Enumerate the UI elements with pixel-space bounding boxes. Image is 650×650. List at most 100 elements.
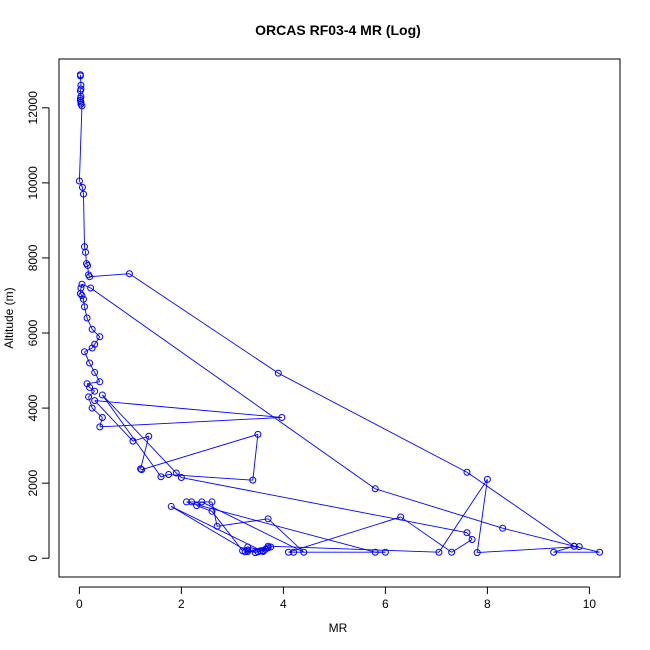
data-point bbox=[96, 333, 104, 341]
y-tick-label: 4000 bbox=[26, 394, 40, 421]
x-tick-label: 6 bbox=[382, 597, 389, 611]
y-axis: 0 2000 4000 6000 8000 10000 12000 bbox=[26, 91, 50, 562]
data-point bbox=[371, 548, 379, 556]
series-segment bbox=[86, 317, 93, 330]
y-tick-label: 12000 bbox=[26, 91, 40, 125]
series-segment bbox=[160, 474, 169, 478]
series-segment bbox=[79, 88, 82, 92]
data-point bbox=[198, 498, 206, 506]
data-point bbox=[468, 535, 476, 543]
series-segment bbox=[451, 539, 473, 553]
data-point bbox=[79, 190, 87, 198]
x-tick-label: 4 bbox=[280, 597, 287, 611]
series-segment bbox=[400, 516, 452, 553]
data-point bbox=[91, 397, 99, 405]
y-tick-label: 0 bbox=[26, 555, 40, 562]
data-point bbox=[87, 284, 95, 292]
data-point bbox=[570, 542, 578, 550]
data-point bbox=[96, 423, 104, 431]
series-segment bbox=[181, 477, 468, 534]
data-point bbox=[463, 529, 471, 537]
data-point bbox=[575, 543, 583, 551]
series-segment bbox=[99, 417, 103, 427]
data-point bbox=[77, 98, 85, 106]
series-segment bbox=[88, 396, 93, 409]
data-point bbox=[435, 548, 443, 556]
series-segment bbox=[78, 105, 83, 182]
x-tick-label: 2 bbox=[178, 597, 185, 611]
data-point bbox=[76, 72, 84, 80]
series-segment bbox=[141, 433, 259, 471]
data-point bbox=[244, 547, 252, 555]
data-point bbox=[193, 502, 201, 510]
series-segment bbox=[99, 417, 282, 428]
data-point bbox=[278, 413, 286, 421]
series-segment bbox=[217, 518, 269, 527]
data-point bbox=[81, 303, 88, 311]
data-point bbox=[84, 261, 92, 269]
series-segment bbox=[267, 518, 305, 553]
series-segment bbox=[247, 549, 256, 554]
data-point bbox=[259, 547, 267, 555]
data-point bbox=[78, 102, 86, 110]
data-point bbox=[75, 177, 83, 185]
data-point bbox=[76, 290, 84, 298]
data-point bbox=[463, 468, 471, 476]
y-axis-label: Altitude (m) bbox=[2, 287, 16, 348]
data-point bbox=[88, 404, 96, 412]
data-point bbox=[88, 325, 96, 333]
series-segment bbox=[288, 516, 401, 553]
data-point bbox=[499, 524, 507, 532]
data-point bbox=[86, 383, 94, 391]
data-point bbox=[96, 378, 104, 386]
series-segment bbox=[268, 545, 439, 553]
data-point bbox=[129, 437, 137, 445]
series-segment bbox=[94, 336, 101, 345]
data-point bbox=[88, 344, 96, 352]
y-tick-label: 10000 bbox=[26, 166, 40, 200]
data-point bbox=[82, 248, 90, 256]
data-point bbox=[78, 183, 86, 191]
data-point bbox=[254, 430, 262, 438]
series-segment bbox=[466, 471, 575, 547]
data-point bbox=[274, 369, 282, 377]
series-segment bbox=[88, 390, 96, 398]
series-segment bbox=[101, 394, 162, 478]
x-axis-label: MR bbox=[329, 621, 348, 635]
x-tick-label: 10 bbox=[583, 597, 597, 611]
y-tick-label: 8000 bbox=[26, 244, 40, 271]
series-segment bbox=[89, 273, 130, 278]
x-tick-label: 0 bbox=[76, 597, 83, 611]
data-point bbox=[79, 295, 87, 303]
series-segment bbox=[91, 407, 103, 418]
series-segment bbox=[91, 344, 96, 349]
data-point bbox=[167, 502, 175, 510]
series-segment bbox=[476, 479, 488, 553]
series-segment bbox=[466, 532, 473, 540]
series-segment bbox=[83, 194, 85, 247]
data-point bbox=[285, 548, 292, 556]
data-point bbox=[188, 498, 196, 506]
series-segment bbox=[168, 474, 253, 481]
x-axis: 0 2 4 6 8 10 bbox=[76, 586, 597, 611]
series-segment bbox=[102, 394, 177, 474]
series-segment bbox=[129, 273, 279, 374]
data-point bbox=[125, 270, 133, 278]
data-point bbox=[86, 359, 94, 367]
data-point bbox=[165, 471, 173, 479]
series-layer bbox=[75, 71, 604, 557]
y-tick-label: 6000 bbox=[26, 319, 40, 346]
series-segment bbox=[83, 299, 85, 307]
series-segment bbox=[278, 372, 468, 473]
data-point bbox=[208, 507, 216, 515]
data-point bbox=[483, 475, 491, 483]
series-segment bbox=[94, 372, 101, 383]
series-segment bbox=[477, 546, 580, 554]
plot-frame bbox=[58, 58, 621, 578]
data-point bbox=[98, 391, 106, 399]
data-point bbox=[172, 469, 180, 477]
series-segment bbox=[86, 381, 100, 385]
series-segment bbox=[84, 351, 91, 364]
data-point bbox=[596, 548, 604, 556]
data-point bbox=[137, 465, 145, 473]
